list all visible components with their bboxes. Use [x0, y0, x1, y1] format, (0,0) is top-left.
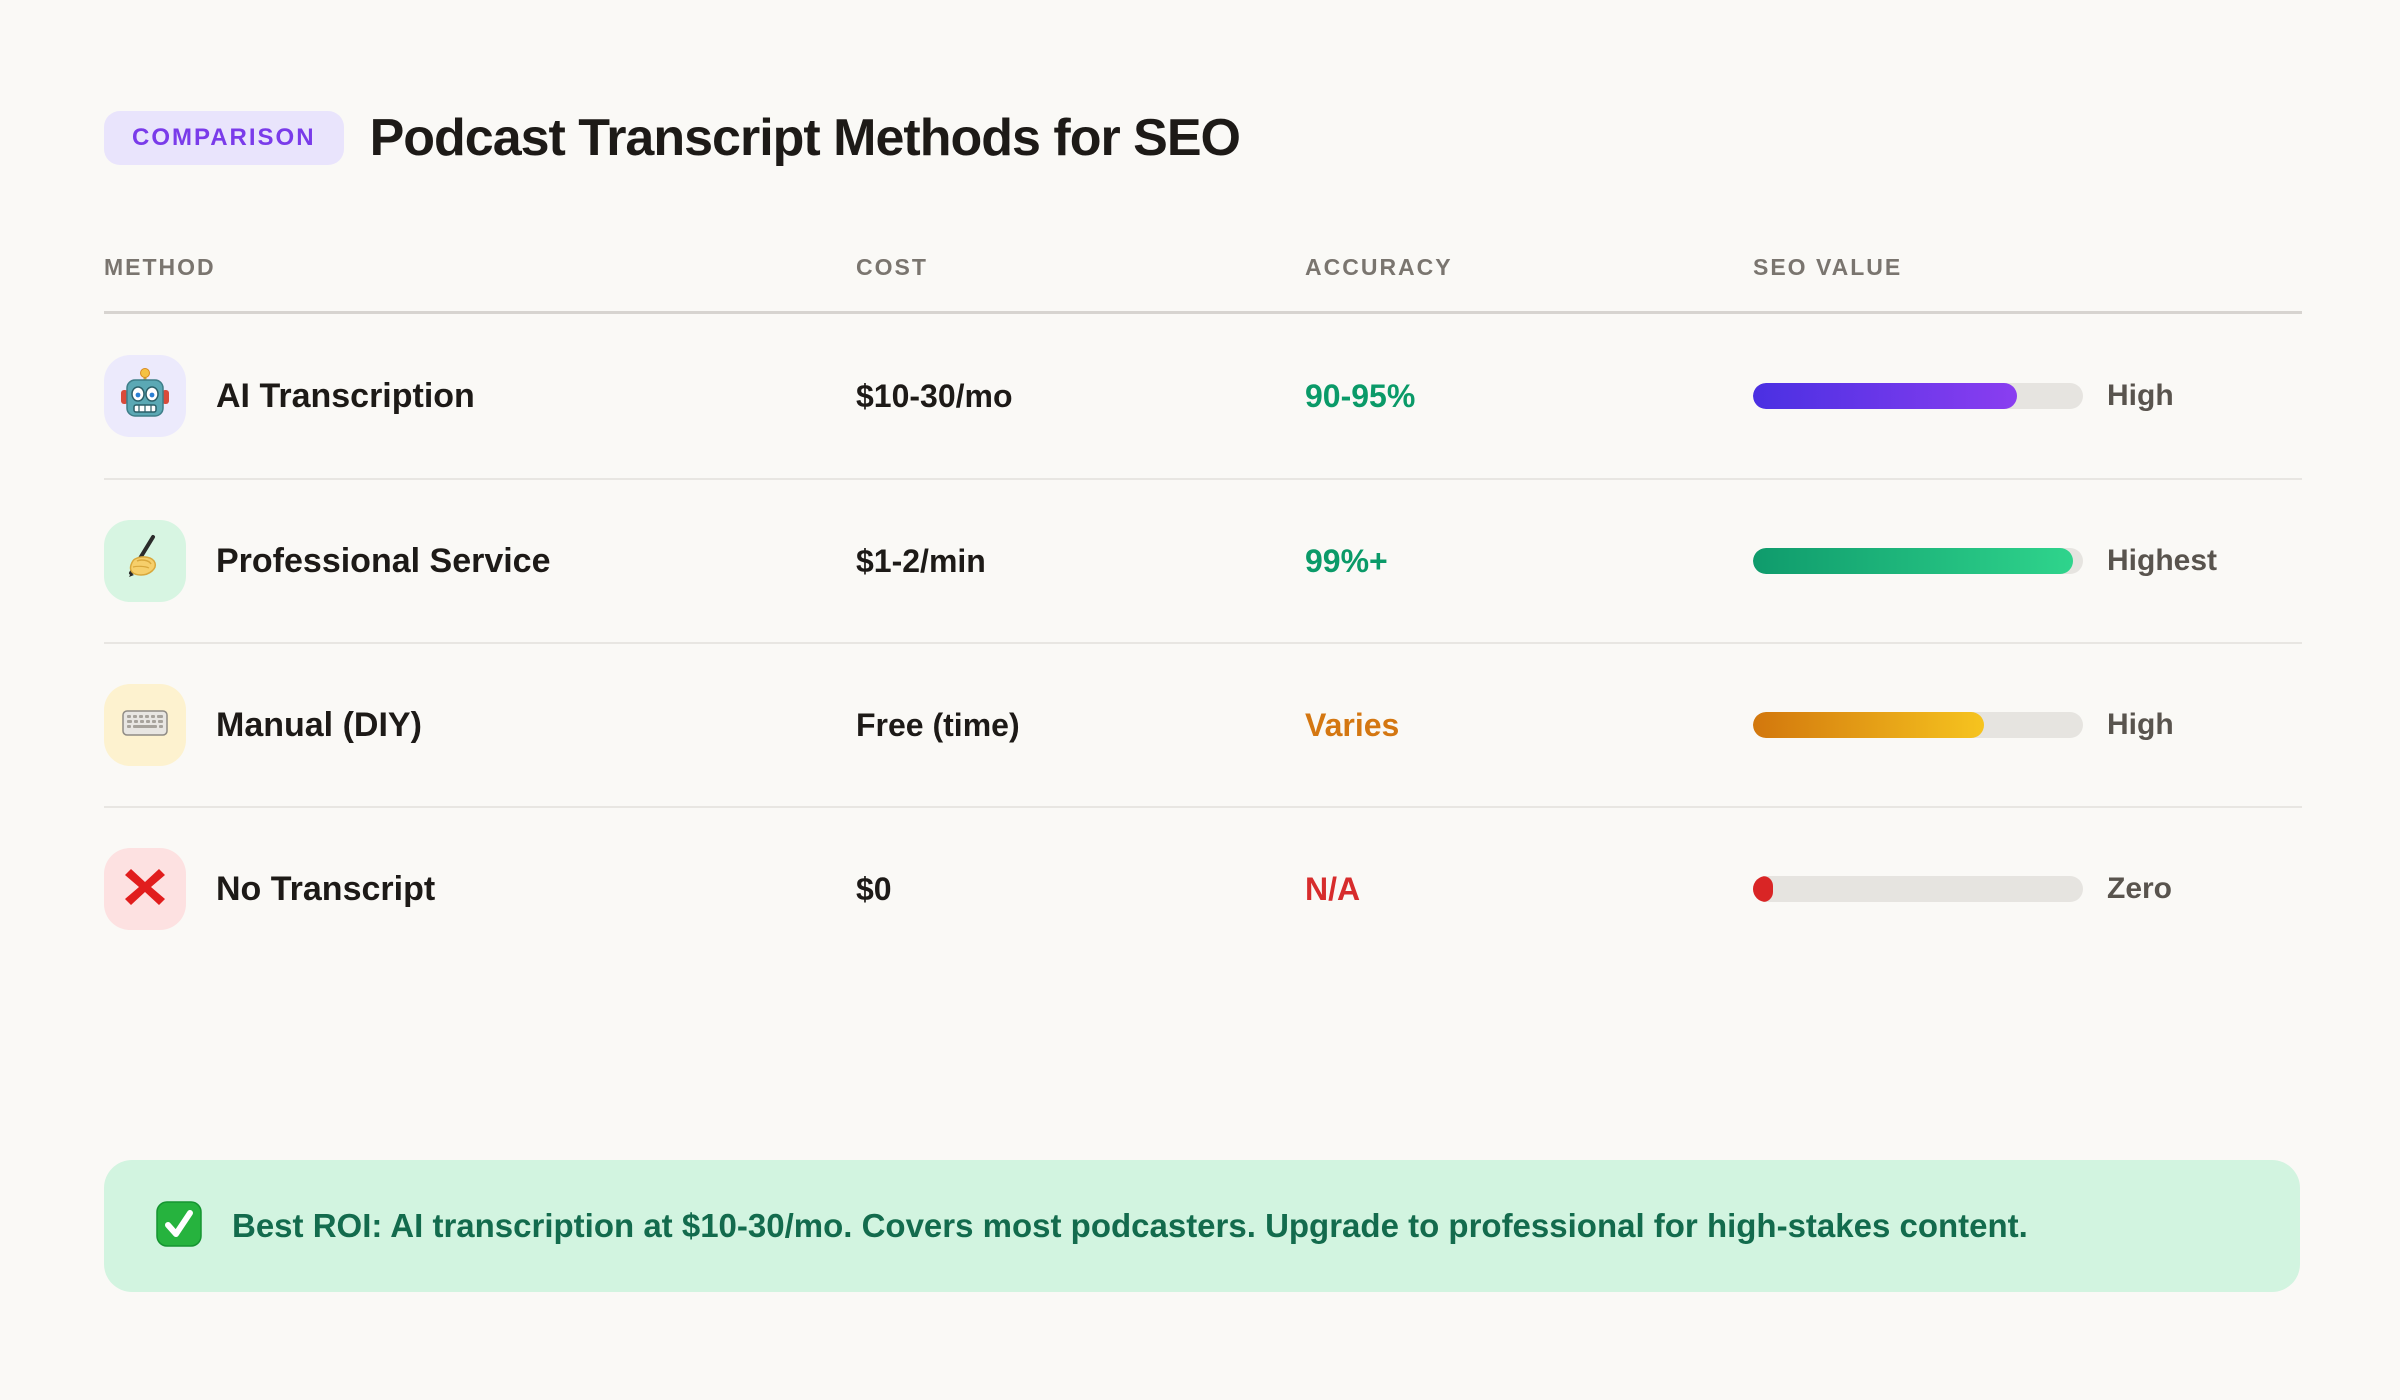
- method-name: AI Transcription: [216, 376, 475, 415]
- cross-mark-icon: [121, 863, 169, 916]
- callout-text: Best ROI: AI transcription at $10-30/mo.…: [232, 1207, 2028, 1244]
- seo-bar-fill: [1753, 712, 1984, 738]
- table-row: Professional Service $1-2/min 99%+ Highe…: [104, 478, 2302, 642]
- page-header: COMPARISON Podcast Transcript Methods fo…: [104, 108, 2302, 168]
- seo-bar-track: [1753, 712, 2083, 738]
- keyboard-icon: [119, 697, 171, 754]
- seo-value-label: High: [2107, 708, 2174, 741]
- page-title: Podcast Transcript Methods for SEO: [369, 109, 1241, 167]
- accuracy-value: N/A: [1305, 870, 1361, 907]
- accuracy-value: 99%+: [1305, 542, 1388, 579]
- writing-hand-icon: [119, 533, 171, 590]
- method-name: Professional Service: [216, 541, 551, 580]
- table-row: Manual (DIY) Free (time) Varies High: [104, 642, 2302, 806]
- seo-value-cell: Zero: [1753, 872, 2302, 906]
- robot-icon: [119, 367, 171, 425]
- column-header-accuracy: ACCURACY: [1305, 254, 1453, 280]
- accuracy-value: Varies: [1305, 706, 1400, 743]
- comparison-badge: COMPARISON: [104, 111, 344, 165]
- cost-value: $10-30/mo: [856, 377, 1013, 414]
- seo-value-cell: High: [1753, 379, 2302, 413]
- seo-value-label: Highest: [2107, 544, 2218, 577]
- method-icon-tile: [104, 520, 186, 602]
- cost-value: $1-2/min: [856, 542, 986, 579]
- column-header-seo-value: SEO VALUE: [1753, 254, 1903, 280]
- cost-value: Free (time): [856, 706, 1020, 743]
- cost-value: $0: [856, 870, 892, 907]
- table-header-row: METHOD COST ACCURACY SEO VALUE: [104, 254, 2302, 314]
- method-name: No Transcript: [216, 869, 436, 908]
- method-icon-tile: [104, 848, 186, 930]
- method-icon-tile: [104, 355, 186, 437]
- method-cell: Manual (DIY): [104, 684, 856, 766]
- best-roi-callout: Best ROI: AI transcription at $10-30/mo.…: [104, 1160, 2300, 1292]
- method-cell: AI Transcription: [104, 355, 856, 437]
- table-row: No Transcript $0 N/A Zero: [104, 806, 2302, 970]
- seo-value-label: Zero: [2107, 872, 2173, 905]
- seo-bar-track: [1753, 548, 2083, 574]
- method-cell: No Transcript: [104, 848, 856, 930]
- seo-bar-track: [1753, 876, 2083, 902]
- seo-bar-fill: [1753, 876, 1773, 902]
- seo-bar-fill: [1753, 383, 2017, 409]
- seo-bar-fill: [1753, 548, 2074, 574]
- column-header-cost: COST: [856, 254, 928, 280]
- method-name: Manual (DIY): [216, 705, 422, 744]
- accuracy-value: 90-95%: [1305, 377, 1416, 414]
- seo-bar-track: [1753, 383, 2083, 409]
- seo-value-label: High: [2107, 379, 2174, 412]
- column-header-method: METHOD: [104, 254, 216, 280]
- seo-value-cell: Highest: [1753, 544, 2302, 578]
- check-mark-icon: [156, 1200, 202, 1252]
- table-row: AI Transcription $10-30/mo 90-95% High: [104, 314, 2302, 478]
- page: COMPARISON Podcast Transcript Methods fo…: [104, 108, 2302, 1292]
- method-cell: Professional Service: [104, 520, 856, 602]
- seo-value-cell: High: [1753, 708, 2302, 742]
- method-icon-tile: [104, 684, 186, 766]
- comparison-table: METHOD COST ACCURACY SEO VALUE: [104, 254, 2302, 970]
